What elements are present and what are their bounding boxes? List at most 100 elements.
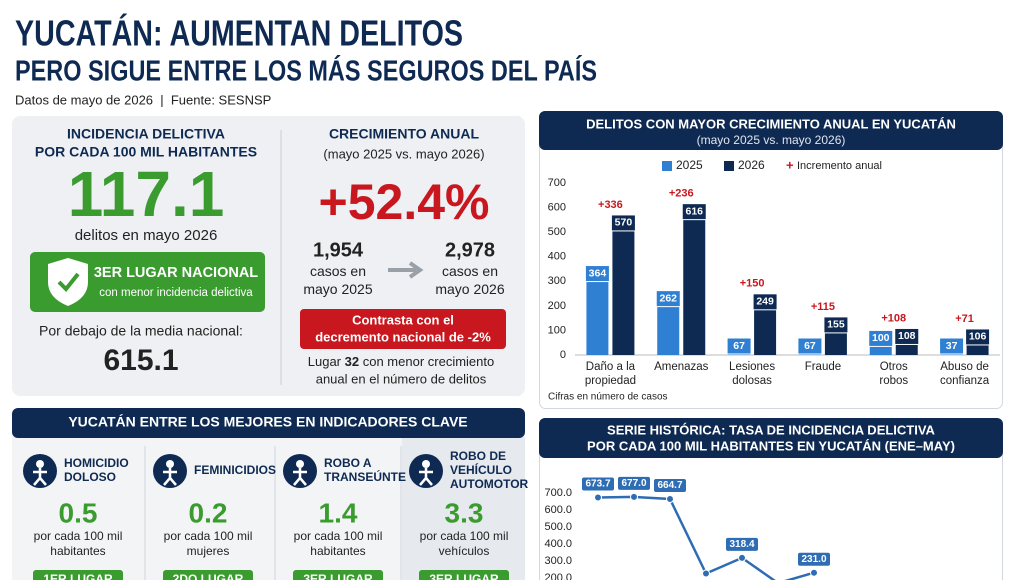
value-label: 108 [898, 330, 916, 342]
increment-label: +336 [598, 199, 623, 211]
indicator-label: FEMINICIDIOS [194, 463, 276, 477]
value-label-box [894, 327, 920, 345]
value-label-box [868, 329, 894, 347]
icon-glyph [296, 460, 304, 468]
rank-badge [33, 570, 123, 580]
x-tick-label: Daño a la propiedad [585, 361, 636, 387]
value-label: 106 [969, 331, 987, 343]
check-icon [57, 272, 80, 292]
y-tick-label: 100 [548, 324, 566, 336]
y-tick-label: 200 [548, 300, 566, 312]
value-label: 664.7 [657, 480, 682, 491]
value-label-box [939, 337, 965, 355]
x-tick-label: Amenazas [654, 361, 709, 373]
to-label: casos en mayo 2026 [435, 263, 504, 297]
note-box [300, 309, 506, 349]
value-label-box [752, 293, 778, 311]
incidence-title: INCIDENCIA DELICTIVA [67, 126, 225, 142]
indicator-value: 1.4 [319, 497, 358, 528]
value-label-box [797, 337, 823, 355]
value-label: 67 [804, 340, 816, 352]
y-tick-label: 600.0 [544, 504, 572, 516]
from-label: casos en mayo 2025 [303, 263, 372, 297]
rank-rest: con menor crecimiento [363, 354, 495, 369]
line-title: POR CADA 100 MIL HABITANTES EN YUCATÁN (… [587, 438, 955, 453]
point [594, 493, 602, 502]
x-tick-label: Fraude [805, 361, 841, 373]
increment-label: +115 [811, 301, 835, 313]
increment-label: +150 [740, 278, 765, 290]
y-tick-label: 400 [548, 251, 566, 263]
value-label: 364 [589, 267, 607, 279]
y-tick-label: 400.0 [544, 538, 572, 550]
rank-label: 3ER LUGAR [429, 572, 499, 580]
y-tick-label: 0 [560, 349, 566, 361]
y-tick-label: 200.0 [544, 572, 572, 580]
note-text: decremento nacional de -2% [315, 329, 491, 344]
icon-glyph [293, 468, 307, 486]
indicator-unit: por cada 100 mil vehículos [420, 529, 509, 558]
rank-label: 2DO LUGAR [173, 572, 244, 580]
line-title: SERIE HISTÓRICA: TASA DE INCIDENCIA DELI… [607, 422, 936, 437]
indicator-value: 0.5 [59, 497, 98, 528]
indicator-unit: por cada 100 mil habitantes [294, 529, 383, 558]
value-label-box [681, 203, 707, 221]
legend-symbol: + [786, 157, 794, 172]
value-label-box [798, 552, 830, 566]
shield-icon [48, 258, 88, 306]
value-label: 155 [827, 319, 845, 331]
rank-label: 3ER LUGAR [303, 572, 373, 580]
rank-line: Lugar 32 con menor crecimiento [308, 354, 494, 369]
value-label: 262 [659, 292, 677, 304]
point [630, 492, 638, 501]
indicator-unit: por cada 100 mil habitantes [34, 529, 123, 558]
legend-label: 2025 [676, 158, 703, 172]
bar-header [539, 111, 1003, 150]
bar [612, 214, 635, 355]
rank-line: anual en el número de delitos [316, 371, 487, 386]
badge-text: con menor incidencia delictiva [99, 287, 253, 299]
indicators-header [12, 408, 525, 438]
value-label-box [655, 290, 681, 308]
icon-glyph [163, 468, 177, 486]
value-label-box [726, 337, 752, 355]
bar [683, 203, 706, 355]
value-label-box [823, 316, 849, 334]
legend-label: 2026 [738, 158, 765, 172]
indicators-panel [12, 408, 525, 580]
value-label: 249 [756, 296, 774, 308]
line-chart: 200.0 300.0 400.0 500.0 600.0 700.0 673.7 677.0… [544, 476, 830, 580]
bar-subtitle: (mayo 2025 vs. mayo 2026) [697, 133, 846, 147]
value-label: 67 [733, 340, 745, 352]
indicator-label: ROBO A TRANSEÚNTE [324, 456, 406, 484]
legend-label: Incremento anual [797, 160, 882, 172]
bar-title: DELITOS CON MAYOR CRECIMIENTO ANUAL EN Y… [586, 116, 956, 131]
national-value: 615.1 [103, 344, 178, 377]
increment-label: +236 [669, 188, 694, 200]
rank-number: 32 [345, 354, 359, 369]
rank-badge [163, 570, 253, 580]
icon-glyph [166, 460, 174, 468]
x-tick-label: Otros robos [879, 361, 908, 387]
icon-glyph [36, 460, 44, 468]
point [702, 569, 710, 578]
point [738, 553, 746, 562]
arrow [388, 261, 424, 279]
y-tick-label: 300.0 [544, 555, 572, 567]
value-label: 677.0 [621, 478, 646, 489]
indicator-value: 3.3 [445, 497, 484, 528]
incidence-caption: delitos en mayo 2026 [75, 227, 218, 244]
value-label-box [965, 328, 991, 346]
increment-label: +71 [955, 313, 974, 325]
rank-label: 1ER LUGAR [43, 572, 113, 580]
value-label: 37 [946, 340, 958, 352]
indicator-unit: por cada 100 mil mujeres [164, 529, 253, 558]
bar-chart: 0 100 200 300 400 500 600 700 2025 2026 + Increment… [548, 157, 1000, 403]
value-label-box [584, 265, 610, 283]
growth-title: CRECIMIENTO ANUAL [329, 126, 480, 142]
growth-subtitle: (mayo 2025 vs. mayo 2026) [323, 146, 484, 161]
to-value: 2,978 [445, 239, 495, 261]
